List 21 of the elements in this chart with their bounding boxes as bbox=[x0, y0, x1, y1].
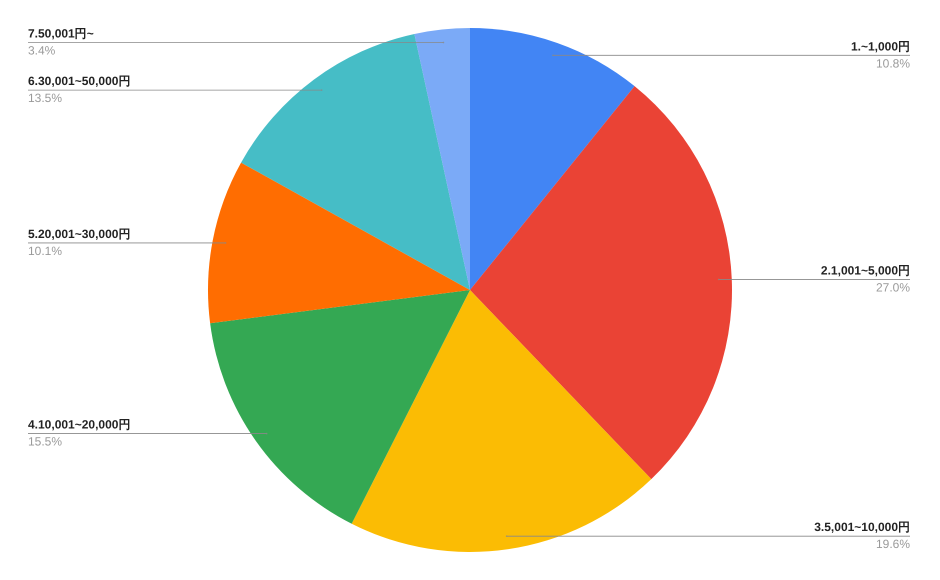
data-label: 10.8% bbox=[876, 56, 910, 70]
data-label: 27.0% bbox=[876, 280, 910, 294]
pie-slice bbox=[210, 290, 470, 524]
pie-slice bbox=[208, 162, 470, 324]
slice-label: 1.~1,000円 bbox=[850, 39, 910, 54]
pie-slice bbox=[414, 28, 470, 290]
pie-slice bbox=[470, 86, 732, 480]
slice-label: 7.50,001円~ bbox=[28, 26, 94, 41]
data-label: 10.1% bbox=[28, 244, 62, 258]
data-label: 15.5% bbox=[28, 434, 62, 449]
data-label: 13.5% bbox=[28, 91, 62, 106]
pie-slice bbox=[470, 28, 635, 290]
pie-slice bbox=[241, 34, 470, 290]
slice-label: 5.20,001~30,000円 bbox=[28, 226, 130, 241]
pie-slice bbox=[352, 290, 652, 552]
slice-label: 3.5,001~10,000円 bbox=[814, 520, 910, 534]
data-label: 3.4% bbox=[28, 44, 56, 58]
slice-label: 4.10,001~20,000円 bbox=[28, 418, 130, 432]
data-label: 19.6% bbox=[876, 537, 910, 552]
slice-label: 2.1,001~5,000円 bbox=[820, 263, 910, 278]
slice-label: 6.30,001~50,000円 bbox=[28, 74, 130, 88]
